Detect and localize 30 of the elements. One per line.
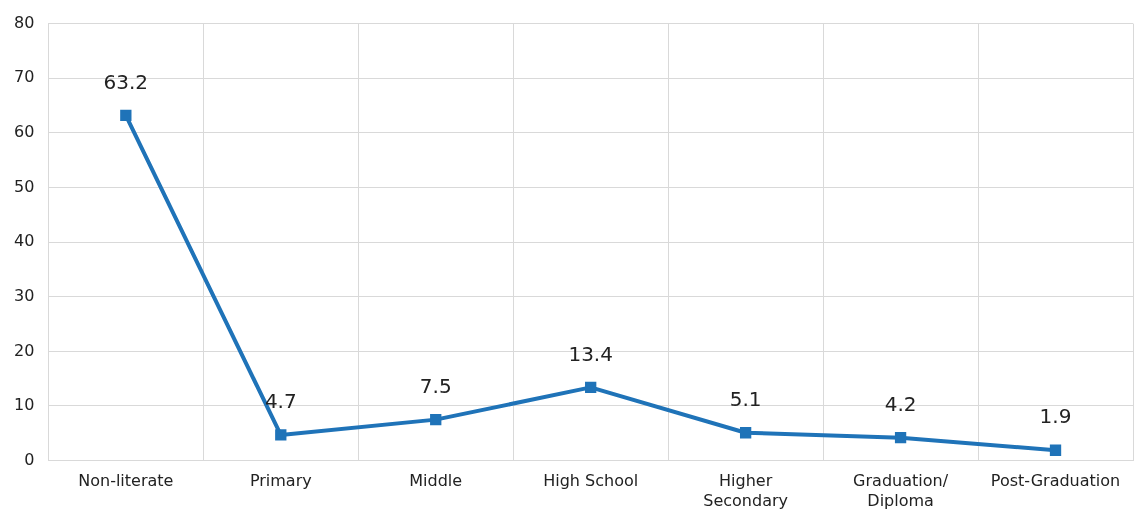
data-label: 4.7 <box>264 389 297 414</box>
point <box>120 109 132 122</box>
data-label: 63.2 <box>103 69 149 94</box>
point <box>894 432 907 444</box>
y-tick-label: 40 <box>14 231 35 251</box>
point <box>430 413 442 426</box>
x-tick-label: Non-literate <box>78 471 174 491</box>
point <box>1049 444 1062 456</box>
y-tick-label: 80 <box>14 12 35 32</box>
x-tick-label: Primary <box>249 471 312 491</box>
x-tick-label: Middle <box>409 471 463 491</box>
data-label: 4.2 <box>884 391 917 416</box>
y-tick-label: 20 <box>14 340 35 360</box>
x-tick-label: Higher Secondary <box>703 471 788 510</box>
point <box>739 427 752 439</box>
data-label: 1.9 <box>1039 404 1072 429</box>
x-tick-label: Post-Graduation <box>990 471 1121 491</box>
x-tick-label: Graduation/ Diploma <box>853 471 949 510</box>
y-tick-label: 0 <box>24 449 35 469</box>
y-tick-label: 70 <box>14 67 35 87</box>
y-tick-label: 60 <box>14 122 35 142</box>
y-tick-label: 10 <box>14 395 35 415</box>
y-tick-label: 30 <box>14 285 35 305</box>
data-label: 5.1 <box>729 386 762 411</box>
data-label: 7.5 <box>419 373 452 398</box>
point <box>585 381 597 394</box>
y-tick-label: 50 <box>14 176 35 196</box>
point <box>275 429 287 441</box>
data-label: 13.4 <box>568 341 613 366</box>
x-tick-label: High School <box>543 471 639 491</box>
